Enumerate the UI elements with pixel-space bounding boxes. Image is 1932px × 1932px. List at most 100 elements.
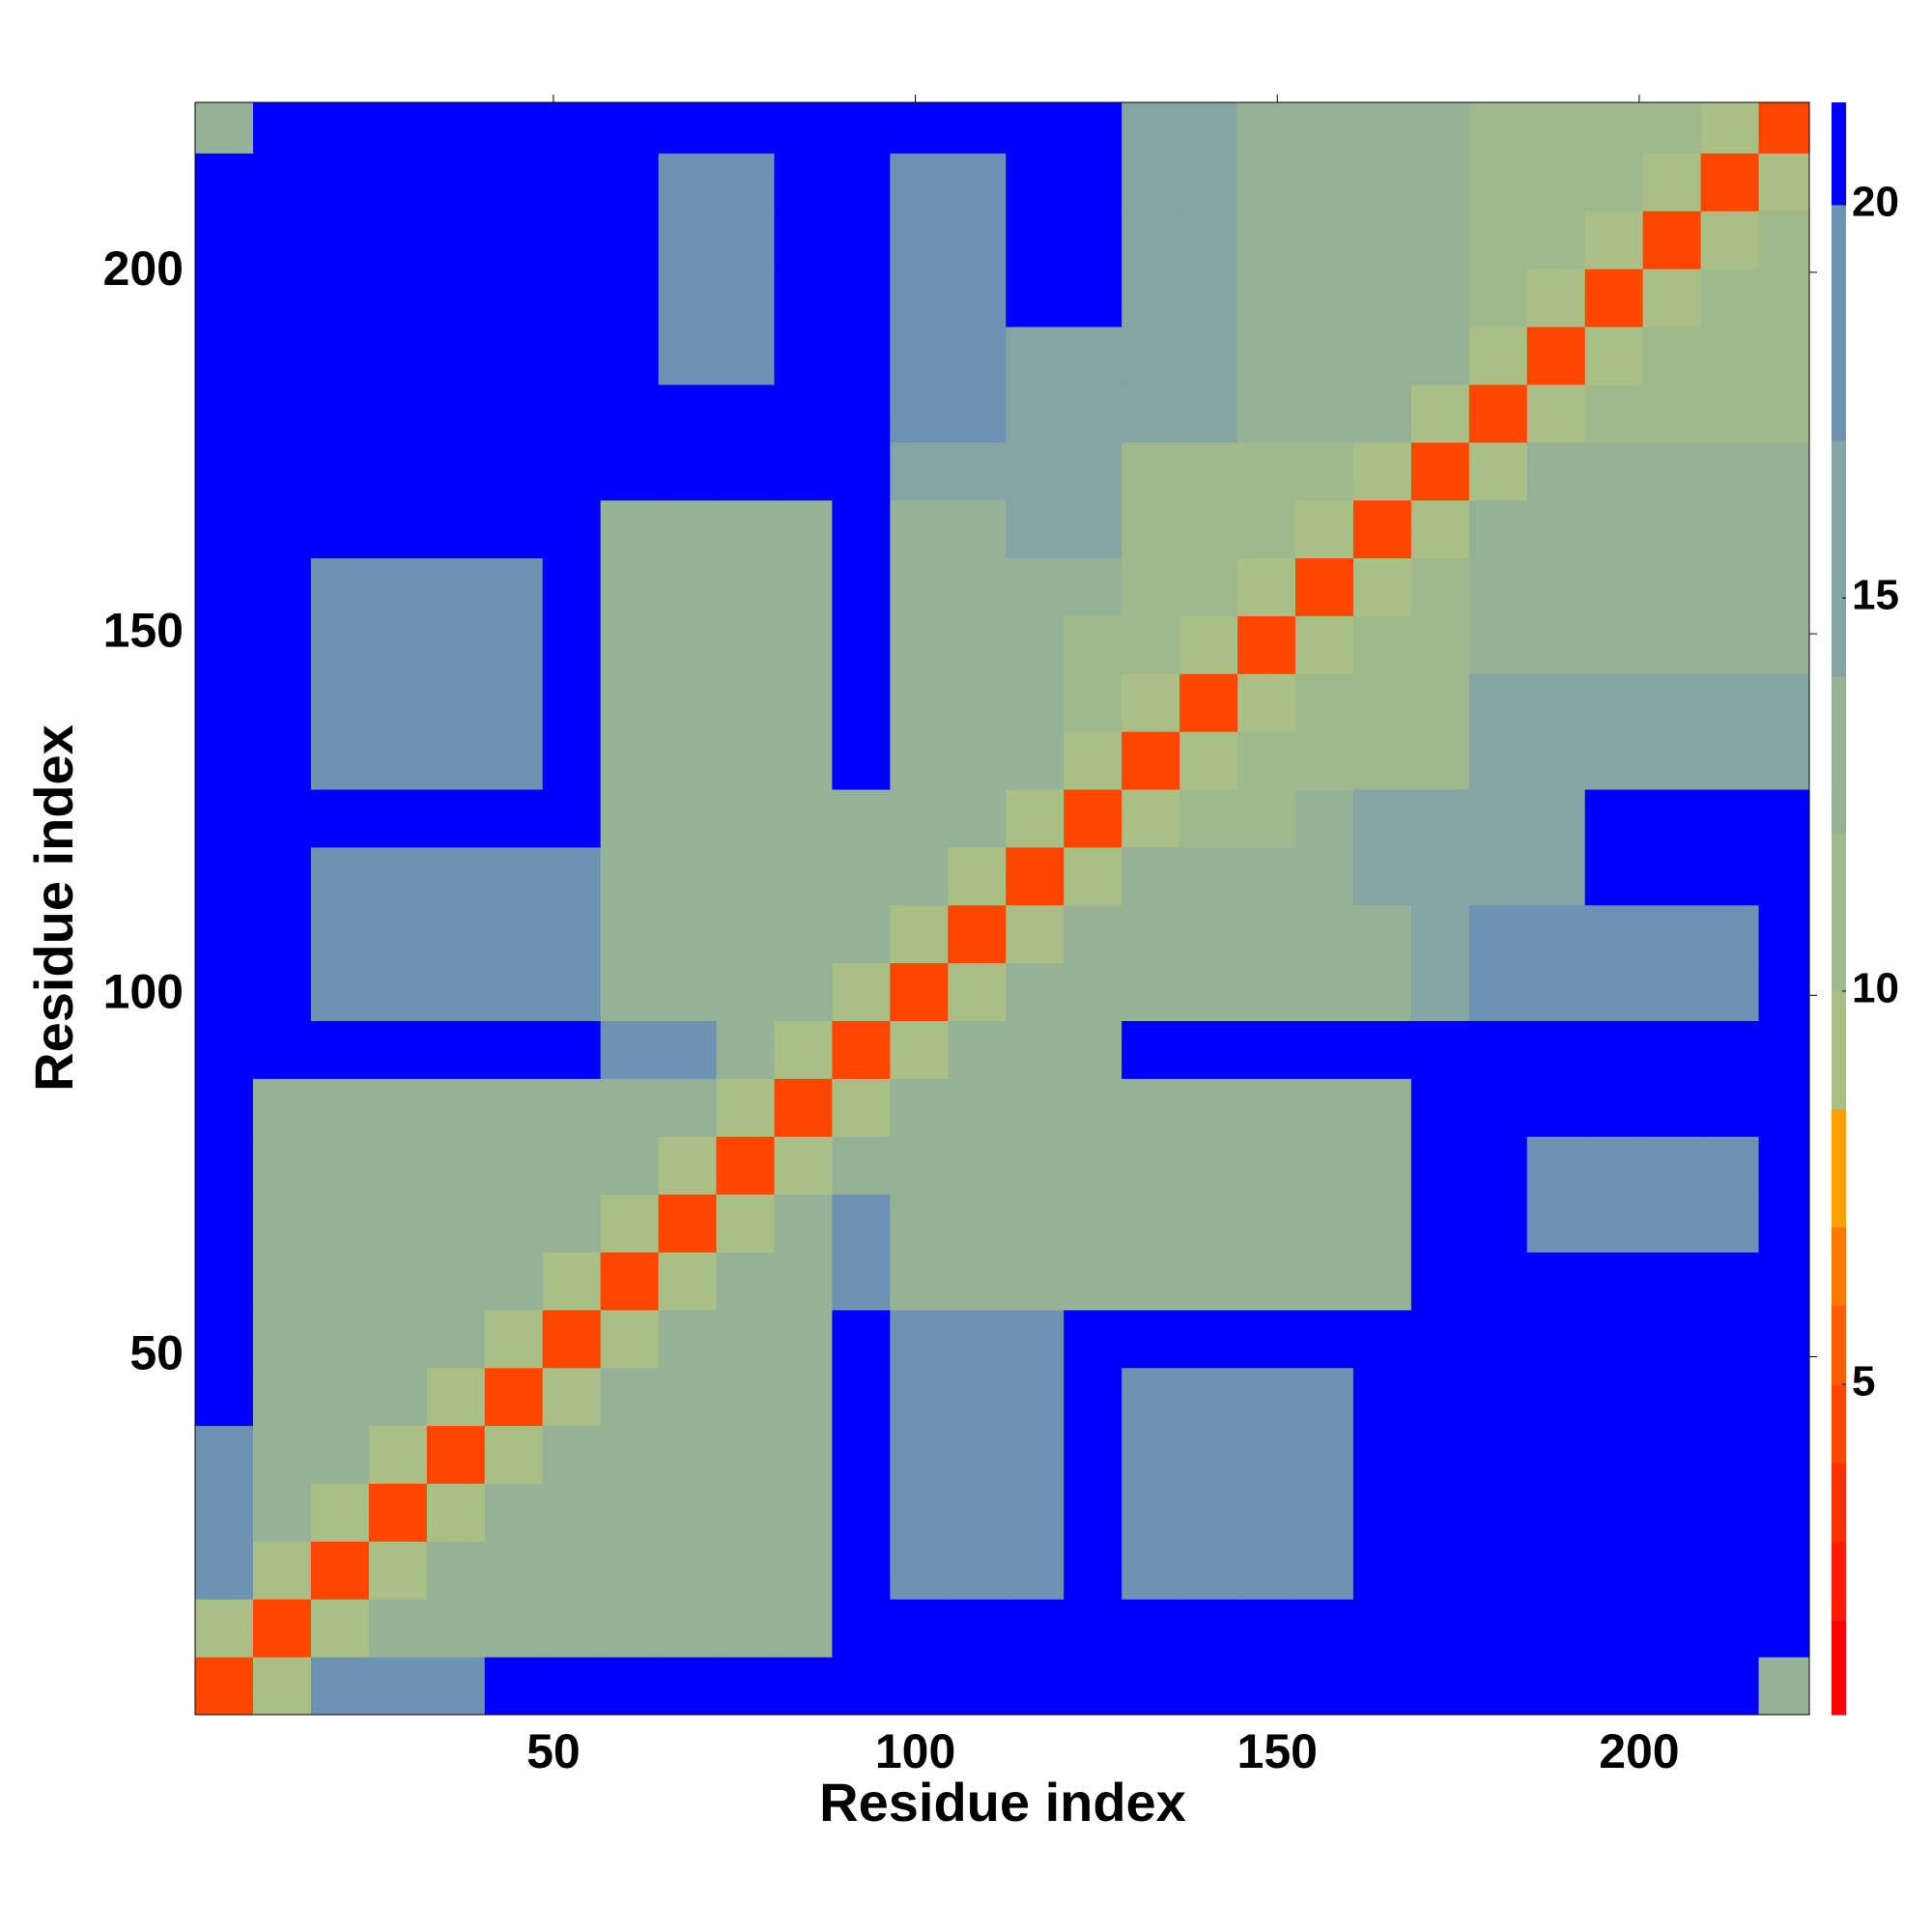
heatmap-cell xyxy=(658,1599,718,1658)
heatmap-cell xyxy=(426,1309,486,1369)
heatmap-cell xyxy=(310,269,370,327)
heatmap-cell xyxy=(252,1309,312,1369)
heatmap-cell xyxy=(774,1657,833,1716)
heatmap-cell xyxy=(426,269,486,327)
heatmap-cell xyxy=(948,1541,1007,1600)
heatmap-cell xyxy=(658,557,718,616)
heatmap-cell xyxy=(890,1194,949,1253)
heatmap-cell xyxy=(1179,327,1238,385)
heatmap-cell xyxy=(368,962,428,1022)
heatmap-cell xyxy=(1064,499,1122,559)
heatmap-cell xyxy=(948,384,1007,443)
heatmap-cell xyxy=(948,1483,1007,1542)
heatmap-cell xyxy=(1700,673,1760,732)
heatmap-cell xyxy=(948,441,1007,501)
heatmap-cell xyxy=(1006,327,1065,385)
colorbar-tick-label: 15 xyxy=(1852,572,1899,619)
heatmap-cell xyxy=(1410,1483,1470,1542)
heatmap-cell xyxy=(716,846,775,906)
heatmap-cell xyxy=(484,789,544,848)
heatmap-cell xyxy=(948,269,1007,327)
heatmap-cell xyxy=(1294,1483,1354,1542)
heatmap-cell xyxy=(310,1599,370,1658)
heatmap-cell xyxy=(1294,1367,1354,1427)
heatmap-cell xyxy=(1352,499,1412,559)
heatmap-cell xyxy=(252,904,312,964)
heatmap-cell xyxy=(1642,1309,1702,1369)
heatmap-cell xyxy=(1526,499,1586,559)
heatmap-cell xyxy=(774,557,833,616)
heatmap-cell xyxy=(1526,1078,1586,1137)
heatmap-cell xyxy=(1352,673,1412,732)
heatmap-cell xyxy=(195,269,254,327)
heatmap-cell xyxy=(1237,384,1296,443)
heatmap-cell xyxy=(484,1367,544,1427)
heatmap-cell xyxy=(1237,731,1296,790)
heatmap-cell xyxy=(658,269,718,327)
heatmap-cell xyxy=(1237,904,1296,964)
heatmap-cell xyxy=(716,1367,775,1427)
heatmap-cell xyxy=(1352,1020,1412,1079)
heatmap-cell xyxy=(1526,731,1586,790)
colorbar-band xyxy=(1832,834,1846,992)
heatmap-cell xyxy=(1758,1252,1810,1311)
heatmap-cell xyxy=(1352,789,1412,848)
heatmap-cell xyxy=(658,846,718,906)
heatmap-cell xyxy=(1700,789,1760,848)
heatmap-cell xyxy=(1700,1252,1760,1311)
heatmap-cell xyxy=(1122,1367,1180,1427)
heatmap-cell xyxy=(832,1136,891,1195)
heatmap-cell xyxy=(1237,789,1296,848)
heatmap-cell xyxy=(252,1657,312,1716)
heatmap-cell xyxy=(1700,904,1760,964)
heatmap-cell xyxy=(1410,153,1470,212)
heatmap-cell xyxy=(484,1657,544,1716)
heatmap-cell xyxy=(948,327,1007,385)
heatmap-cell xyxy=(1758,1657,1810,1716)
heatmap-cell xyxy=(310,557,370,616)
colorbar-tick-label: 20 xyxy=(1852,178,1899,225)
heatmap-cell xyxy=(1642,904,1702,964)
heatmap-cell xyxy=(426,153,486,212)
heatmap-cell xyxy=(1122,499,1180,559)
x-tick-label: 200 xyxy=(1599,1724,1679,1778)
heatmap-cell xyxy=(1758,499,1810,559)
heatmap-cell xyxy=(310,327,370,385)
heatmap-cell xyxy=(1352,441,1412,501)
heatmap-cell xyxy=(1468,1483,1528,1542)
heatmap-cell xyxy=(832,673,891,732)
heatmap-cell xyxy=(1006,102,1065,154)
heatmap-cell xyxy=(658,1541,718,1600)
heatmap-cell xyxy=(1122,153,1180,212)
colorbar-tick-label: 5 xyxy=(1852,1358,1875,1406)
heatmap-cell xyxy=(1179,615,1238,674)
heatmap-cell xyxy=(426,441,486,501)
heatmap-cell xyxy=(774,1252,833,1311)
heatmap-cell xyxy=(600,1599,660,1658)
heatmap-cell xyxy=(1006,153,1065,212)
heatmap-cell xyxy=(426,962,486,1022)
heatmap-cell xyxy=(542,327,602,385)
heatmap-cell xyxy=(542,673,602,732)
heatmap-cell xyxy=(774,1194,833,1253)
heatmap-cell xyxy=(1122,1078,1180,1137)
heatmap-cell xyxy=(1758,789,1810,848)
heatmap-cell xyxy=(195,1483,254,1542)
heatmap-cell xyxy=(1700,557,1760,616)
heatmap-cell xyxy=(658,615,718,674)
heatmap-cell xyxy=(1468,1136,1528,1195)
heatmap-cell xyxy=(1700,269,1760,327)
heatmap-cell xyxy=(252,441,312,501)
heatmap-cell xyxy=(484,1541,544,1600)
heatmap-cell xyxy=(252,1483,312,1542)
heatmap-cell xyxy=(1642,731,1702,790)
heatmap-cell xyxy=(948,1252,1007,1311)
heatmap-cell xyxy=(310,441,370,501)
heatmap-cell xyxy=(1006,1599,1065,1658)
heatmap-cell xyxy=(1642,1136,1702,1195)
heatmap-cell xyxy=(832,441,891,501)
heatmap-cell xyxy=(1410,1367,1470,1427)
heatmap-cell xyxy=(716,1541,775,1600)
heatmap-cell xyxy=(1468,673,1528,732)
heatmap-cell xyxy=(195,1020,254,1079)
